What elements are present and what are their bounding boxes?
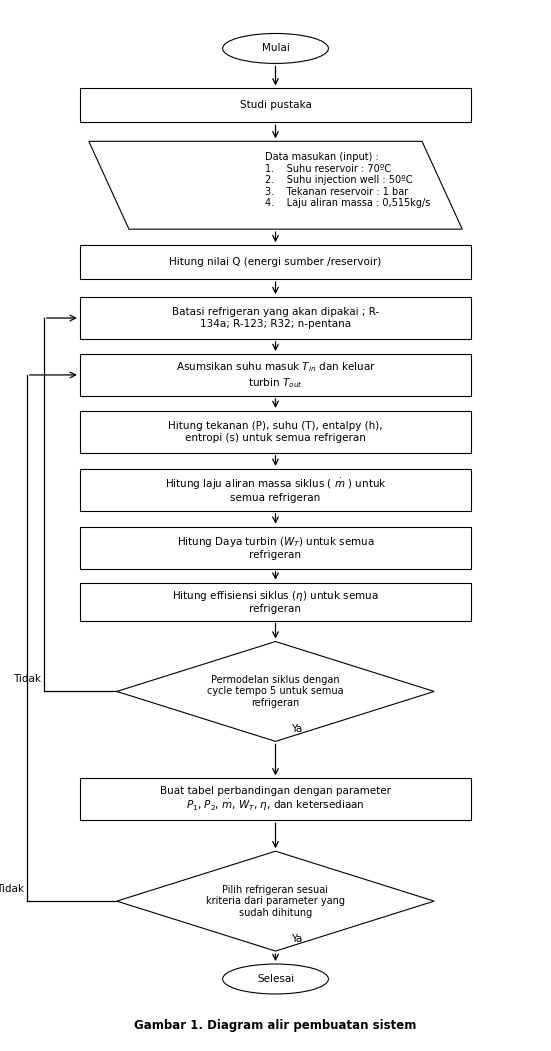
Bar [80,779,471,820]
Bar [80,297,471,339]
Bar [80,411,471,453]
Polygon shape [117,851,434,951]
Polygon shape [89,141,462,229]
Text: Hitung Daya turbin ($W_T$) untuk semua
refrigeran: Hitung Daya turbin ($W_T$) untuk semua r… [177,535,374,560]
Text: Hitung tekanan (P), suhu (T), entalpy (h),
entropi (s) untuk semua refrigeran: Hitung tekanan (P), suhu (T), entalpy (h… [168,421,383,442]
Bar [80,582,471,620]
Bar [80,88,471,122]
Text: Buat tabel perbandingan dengan parameter
$P_1$, $P_2$, $\dot{m}$, $W_T$, $\eta$,: Buat tabel perbandingan dengan parameter… [160,785,391,813]
Text: Selesai: Selesai [257,974,294,984]
Text: Ya: Ya [291,934,302,944]
Text: Gambar 1. Diagram alir pembuatan sistem: Gambar 1. Diagram alir pembuatan sistem [134,1018,417,1032]
Text: Hitung effisiensi siklus ($\eta$) untuk semua
refrigeran: Hitung effisiensi siklus ($\eta$) untuk … [172,589,379,615]
Text: Pilih refrigeran sesuai
kriteria dari parameter yang
sudah dihitung: Pilih refrigeran sesuai kriteria dari pa… [206,885,345,918]
Bar [80,469,471,511]
Text: Permodelan siklus dengan
cycle tempo 5 untuk semua
refrigeran: Permodelan siklus dengan cycle tempo 5 u… [207,675,344,708]
Bar [80,354,471,396]
Bar [80,527,471,569]
Text: Tidak: Tidak [0,884,24,894]
Text: Hitung laju aliran massa siklus ( $\dot{m}$ ) untuk
semua refrigeran: Hitung laju aliran massa siklus ( $\dot{… [165,476,386,503]
Ellipse shape [223,964,328,994]
Text: Ya: Ya [291,724,302,735]
Text: Batasi refrigeran yang akan dipakai ; R-
134a; R-123; R32; n-pentana: Batasi refrigeran yang akan dipakai ; R-… [172,307,379,329]
Text: Tidak: Tidak [13,675,41,684]
Text: Mulai: Mulai [262,43,289,54]
Polygon shape [117,641,434,741]
Ellipse shape [223,34,328,63]
Text: Data masukan (input) :
1.    Suhu reservoir : 70ºC
2.    Suhu injection well : 5: Data masukan (input) : 1. Suhu reservoir… [265,152,430,208]
Text: Asumsikan suhu masuk $T_{in}$ dan keluar
turbin $T_{out}$: Asumsikan suhu masuk $T_{in}$ dan keluar… [176,360,375,390]
Text: Hitung nilai Q (energi sumber /reservoir): Hitung nilai Q (energi sumber /reservoir… [169,257,382,267]
Bar [80,245,471,280]
Text: Studi pustaka: Studi pustaka [240,100,311,110]
